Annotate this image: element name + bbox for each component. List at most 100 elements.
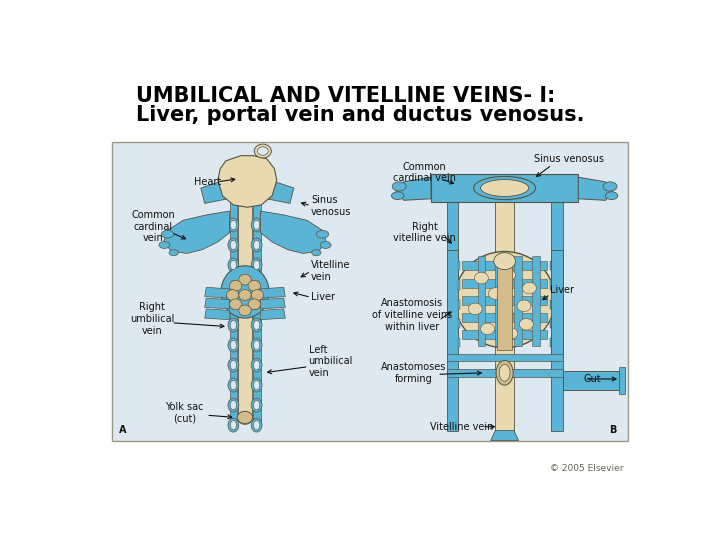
Ellipse shape: [230, 401, 236, 410]
Polygon shape: [549, 261, 551, 271]
Ellipse shape: [230, 300, 236, 309]
Polygon shape: [458, 300, 459, 309]
Polygon shape: [497, 256, 513, 350]
Ellipse shape: [228, 238, 239, 252]
Ellipse shape: [248, 299, 261, 309]
Polygon shape: [446, 369, 563, 377]
Bar: [112, 142, 628, 441]
Ellipse shape: [169, 249, 179, 256]
Text: Right
vitelline vein: Right vitelline vein: [393, 222, 456, 244]
Ellipse shape: [251, 378, 262, 392]
Ellipse shape: [248, 280, 261, 291]
Polygon shape: [261, 287, 285, 298]
Polygon shape: [495, 256, 503, 346]
Ellipse shape: [230, 340, 236, 350]
Ellipse shape: [230, 320, 236, 330]
Ellipse shape: [251, 358, 262, 372]
Ellipse shape: [228, 278, 239, 292]
Ellipse shape: [230, 421, 236, 430]
Text: Sinus
venosus: Sinus venosus: [311, 195, 351, 217]
Polygon shape: [261, 298, 285, 309]
Ellipse shape: [251, 218, 262, 232]
Ellipse shape: [316, 231, 329, 238]
Ellipse shape: [251, 258, 262, 272]
Polygon shape: [551, 202, 563, 430]
Polygon shape: [238, 194, 252, 419]
Ellipse shape: [228, 218, 239, 232]
Ellipse shape: [392, 182, 406, 191]
Text: Gut: Gut: [583, 374, 601, 384]
Polygon shape: [230, 202, 238, 427]
Ellipse shape: [230, 280, 236, 289]
Polygon shape: [549, 319, 551, 328]
Ellipse shape: [468, 303, 482, 315]
Ellipse shape: [253, 320, 260, 330]
Polygon shape: [563, 372, 619, 390]
Polygon shape: [201, 180, 294, 204]
Ellipse shape: [253, 220, 260, 230]
Ellipse shape: [499, 308, 513, 319]
Ellipse shape: [230, 220, 236, 230]
Ellipse shape: [496, 361, 513, 385]
Polygon shape: [204, 309, 230, 320]
Polygon shape: [204, 287, 230, 298]
Polygon shape: [396, 177, 431, 200]
Ellipse shape: [251, 289, 264, 300]
Ellipse shape: [239, 305, 251, 316]
Polygon shape: [446, 202, 458, 430]
Ellipse shape: [230, 260, 236, 269]
Ellipse shape: [251, 318, 262, 332]
Text: Common
cardinal
vein: Common cardinal vein: [132, 210, 176, 243]
Ellipse shape: [254, 144, 271, 158]
Ellipse shape: [251, 278, 262, 292]
Text: Vitelline
vein: Vitelline vein: [311, 260, 351, 282]
Polygon shape: [549, 300, 551, 309]
Text: Liver, portal vein and ductus venosus.: Liver, portal vein and ductus venosus.: [137, 105, 585, 125]
Polygon shape: [253, 202, 261, 427]
Polygon shape: [578, 177, 613, 200]
Ellipse shape: [251, 398, 262, 412]
Ellipse shape: [226, 289, 239, 300]
Ellipse shape: [606, 192, 618, 200]
Text: B: B: [609, 425, 616, 435]
Ellipse shape: [228, 318, 239, 332]
Polygon shape: [462, 330, 547, 339]
Polygon shape: [532, 256, 539, 346]
Ellipse shape: [221, 266, 269, 318]
Text: Heart: Heart: [194, 177, 222, 187]
Text: Common
cardinal vein: Common cardinal vein: [393, 162, 456, 184]
Ellipse shape: [253, 421, 260, 430]
Ellipse shape: [517, 300, 531, 312]
Polygon shape: [495, 195, 514, 430]
Polygon shape: [462, 313, 547, 322]
Ellipse shape: [159, 241, 170, 248]
Ellipse shape: [228, 298, 239, 312]
Polygon shape: [458, 261, 459, 271]
Polygon shape: [477, 256, 485, 346]
Text: Yolk sac
(cut): Yolk sac (cut): [166, 402, 204, 424]
Text: Vitelline vein: Vitelline vein: [431, 422, 494, 431]
Ellipse shape: [488, 288, 503, 299]
Ellipse shape: [481, 323, 495, 335]
Text: Anastomoses
forming: Anastomoses forming: [382, 362, 446, 383]
Ellipse shape: [161, 231, 174, 238]
Ellipse shape: [239, 274, 251, 285]
Ellipse shape: [251, 338, 262, 352]
Ellipse shape: [474, 177, 536, 200]
Polygon shape: [549, 280, 551, 289]
Ellipse shape: [603, 182, 617, 191]
Text: Anastomosis
of vitelline veins
within liver: Anastomosis of vitelline veins within li…: [372, 299, 453, 332]
Ellipse shape: [258, 147, 269, 156]
Ellipse shape: [228, 378, 239, 392]
Ellipse shape: [253, 300, 260, 309]
Ellipse shape: [230, 361, 236, 370]
Ellipse shape: [253, 361, 260, 370]
Ellipse shape: [253, 340, 260, 350]
Polygon shape: [549, 338, 551, 347]
Polygon shape: [458, 338, 459, 347]
Ellipse shape: [230, 381, 236, 390]
Ellipse shape: [228, 418, 239, 432]
Polygon shape: [431, 174, 578, 202]
Polygon shape: [218, 156, 276, 207]
Ellipse shape: [320, 241, 331, 248]
